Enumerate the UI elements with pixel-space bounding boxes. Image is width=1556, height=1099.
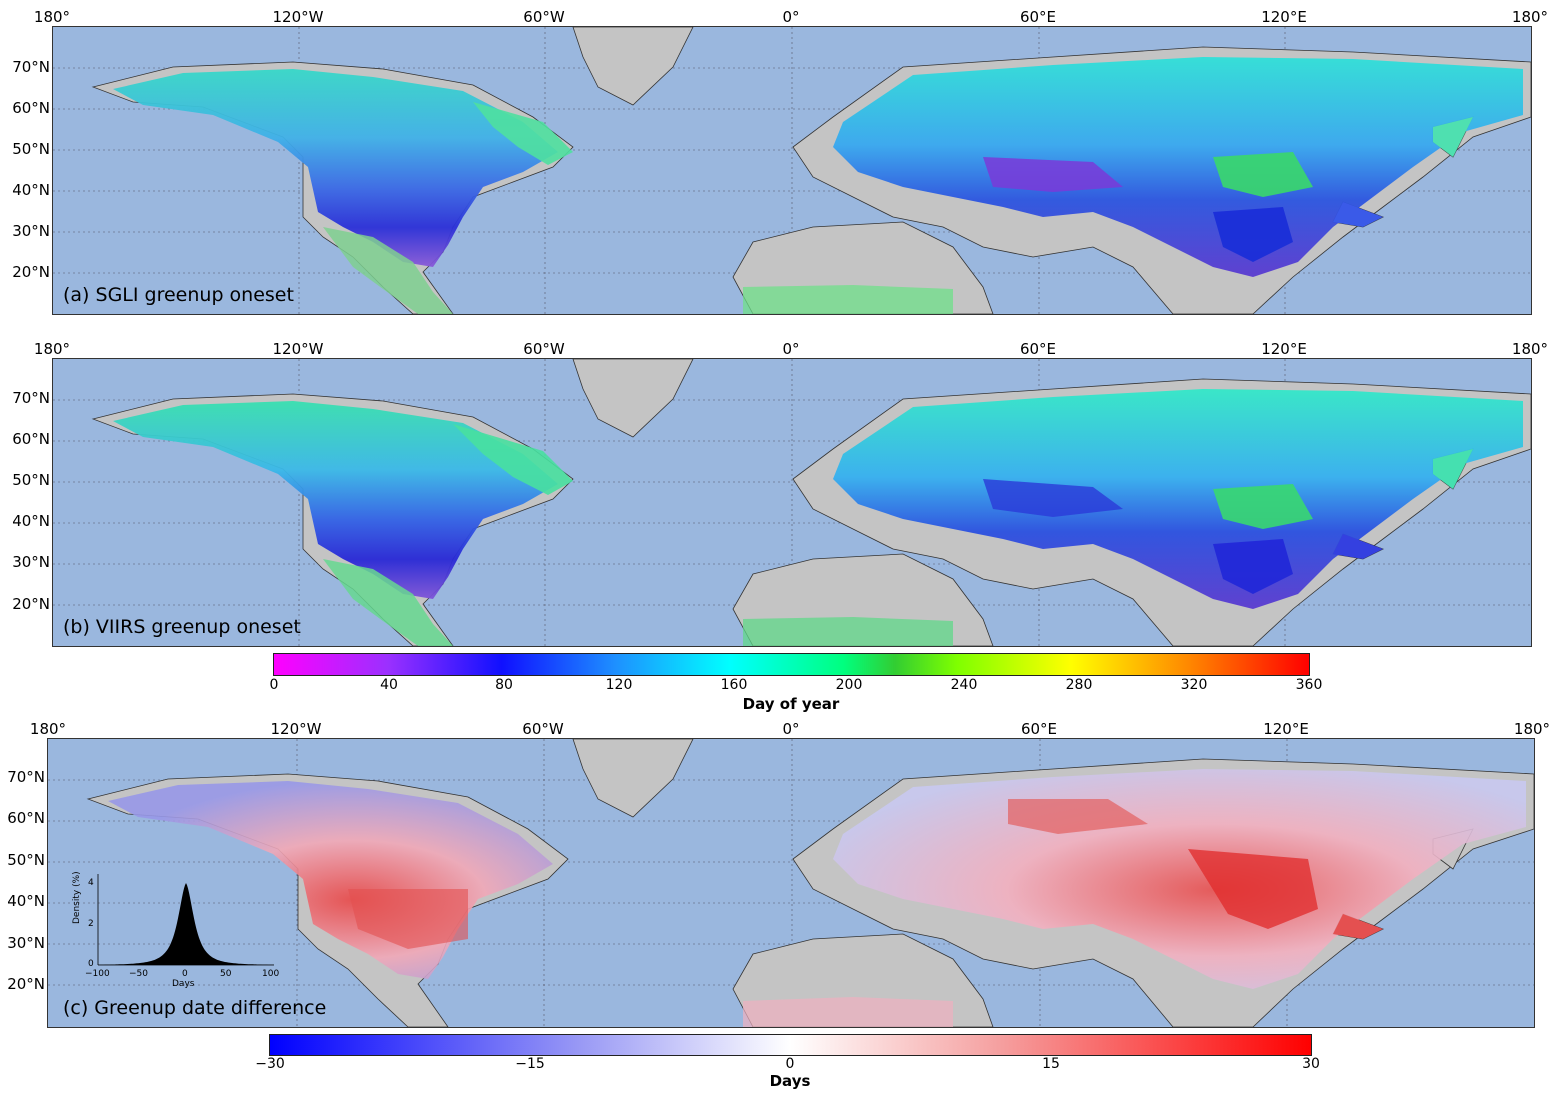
lon-label: 120°E bbox=[1263, 720, 1309, 738]
map-a-canvas bbox=[53, 27, 1531, 314]
lon-label: 120°E bbox=[1261, 340, 1307, 358]
lat-label: 70°N bbox=[12, 58, 50, 76]
lat-label: 30°N bbox=[12, 553, 50, 571]
colorbar-tick: 240 bbox=[950, 677, 978, 693]
colorbar-tick: 0 bbox=[269, 677, 279, 693]
colorbar-doy-gradient bbox=[273, 653, 1310, 676]
lon-label: 120°W bbox=[272, 340, 324, 358]
inset-histogram-plot bbox=[97, 874, 274, 966]
lon-label: 0° bbox=[782, 720, 800, 738]
lat-label: 40°N bbox=[12, 181, 50, 199]
lat-label: 30°N bbox=[12, 222, 50, 240]
lon-label: 180° bbox=[1511, 8, 1549, 26]
lat-label: 50°N bbox=[12, 471, 50, 489]
lat-label: 50°N bbox=[12, 140, 50, 158]
lon-label: 180° bbox=[1511, 340, 1549, 358]
lon-label: 0° bbox=[782, 340, 800, 358]
map-c-canvas bbox=[48, 739, 1534, 1027]
colorbar-tick: 280 bbox=[1065, 677, 1093, 693]
inset-xtick: 100 bbox=[262, 969, 280, 979]
lat-label: 20°N bbox=[7, 975, 45, 993]
inset-xtick: −100 bbox=[85, 969, 110, 979]
panel-label: (a) SGLI greenup oneset bbox=[63, 284, 294, 306]
lon-label: 120°W bbox=[272, 8, 324, 26]
lat-label: 40°N bbox=[12, 512, 50, 530]
lat-label: 40°N bbox=[7, 892, 45, 910]
lon-label: 60°W bbox=[523, 340, 565, 358]
lon-label: 180° bbox=[1513, 720, 1551, 738]
inset-xtick: −50 bbox=[129, 969, 148, 979]
inset-xlabel: Days bbox=[172, 979, 195, 989]
colorbar-tick: 40 bbox=[380, 677, 398, 693]
lon-label: 180° bbox=[29, 720, 67, 738]
colorbar-tick: 160 bbox=[720, 677, 748, 693]
colorbar-tick: 0 bbox=[785, 1056, 795, 1072]
colorbar-tick: 80 bbox=[495, 677, 513, 693]
map-b-canvas bbox=[53, 359, 1531, 646]
inset-ylabel: Density (%) bbox=[72, 871, 82, 924]
colorbar-tick: 30 bbox=[1302, 1056, 1320, 1072]
colorbar-tick: −15 bbox=[515, 1056, 545, 1072]
inset-ytick: 2 bbox=[88, 919, 94, 929]
lat-label: 60°N bbox=[7, 809, 45, 827]
inset-histogram: 4 2 0 Density (%) −100 −50 0 50 100 Days bbox=[68, 869, 298, 989]
lat-label: 70°N bbox=[12, 389, 50, 407]
lat-label: 20°N bbox=[12, 263, 50, 281]
lat-label: 30°N bbox=[7, 934, 45, 952]
lat-label: 20°N bbox=[12, 595, 50, 613]
inset-ytick: 0 bbox=[88, 959, 94, 969]
lat-label: 60°N bbox=[12, 430, 50, 448]
colorbar-diff-gradient bbox=[269, 1034, 1312, 1056]
lon-label: 60°W bbox=[522, 720, 564, 738]
lon-label: 60°E bbox=[1019, 8, 1057, 26]
lat-label: 70°N bbox=[7, 768, 45, 786]
lon-label: 180° bbox=[33, 340, 71, 358]
lon-label: 60°W bbox=[523, 8, 565, 26]
inset-xtick: 50 bbox=[220, 969, 232, 979]
colorbar-tick: 200 bbox=[835, 677, 863, 693]
lon-label: 60°E bbox=[1020, 720, 1058, 738]
lat-label: 60°N bbox=[12, 99, 50, 117]
lon-label: 120°W bbox=[270, 720, 322, 738]
map-c: 4 2 0 Density (%) −100 −50 0 50 100 Days bbox=[47, 738, 1535, 1028]
colorbar-tick: −30 bbox=[255, 1056, 285, 1072]
lon-label: 60°E bbox=[1019, 340, 1057, 358]
lon-label: 0° bbox=[782, 8, 800, 26]
map-a bbox=[52, 26, 1532, 315]
panel-label: (c) Greenup date difference bbox=[63, 997, 327, 1019]
colorbar-tick: 120 bbox=[605, 677, 633, 693]
colorbar-tick: 320 bbox=[1180, 677, 1208, 693]
lon-label: 180° bbox=[33, 8, 71, 26]
colorbar-diff-title: Days bbox=[769, 1072, 811, 1090]
lon-label: 120°E bbox=[1261, 8, 1307, 26]
inset-xtick: 0 bbox=[182, 969, 188, 979]
colorbar-doy-title: Day of year bbox=[742, 695, 840, 713]
panel-label: (b) VIIRS greenup oneset bbox=[63, 616, 301, 638]
lat-label: 50°N bbox=[7, 851, 45, 869]
map-b bbox=[52, 358, 1532, 647]
inset-ytick: 4 bbox=[88, 878, 94, 888]
colorbar-tick: 15 bbox=[1042, 1056, 1060, 1072]
colorbar-tick: 360 bbox=[1295, 677, 1323, 693]
